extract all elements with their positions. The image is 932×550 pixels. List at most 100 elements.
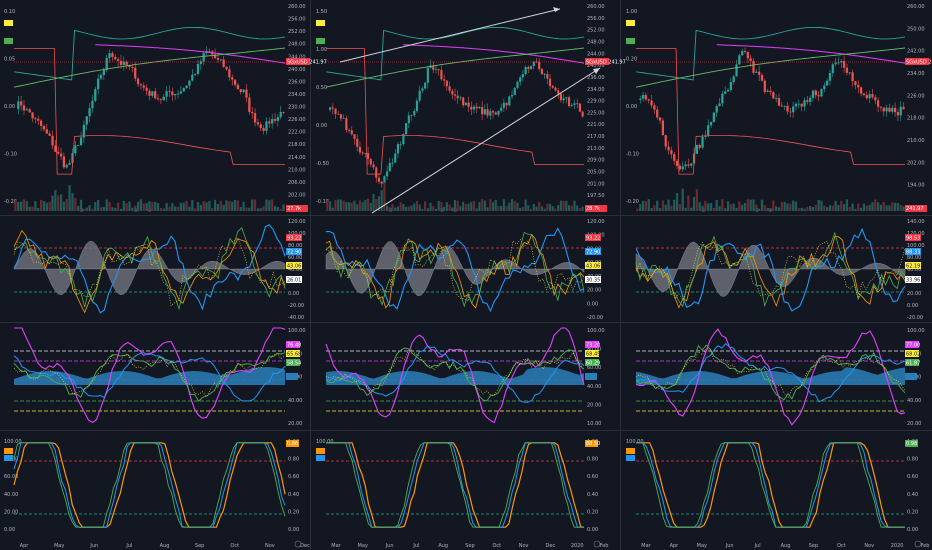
volume-bar — [114, 207, 117, 211]
candle-body — [899, 106, 902, 116]
osc3-value-label: 0.98 — [906, 441, 917, 447]
price-axis-label: 234.00 — [587, 87, 605, 93]
candle-body — [874, 97, 877, 101]
candle-body — [709, 121, 713, 126]
candle-body — [470, 106, 473, 110]
volume-bar — [122, 200, 125, 211]
indicator-tag — [4, 455, 13, 461]
volume-bar — [448, 204, 451, 211]
candle-body — [54, 145, 57, 152]
candle-body — [667, 146, 670, 151]
candle-body — [386, 171, 389, 177]
candle-body — [74, 145, 77, 154]
volume-bar — [548, 203, 552, 211]
candle-body — [208, 51, 211, 52]
candle-body — [661, 120, 665, 136]
osc1-axis-label: -20.00 — [587, 315, 603, 321]
candle-body — [876, 100, 880, 107]
indicator-tag — [4, 448, 13, 454]
candle-body — [735, 64, 738, 77]
volume-bar — [248, 207, 251, 211]
time-axis-label: Oct — [837, 543, 846, 549]
volume-bar — [876, 202, 880, 211]
volume-bar — [647, 199, 650, 211]
volume-bar — [513, 200, 516, 211]
volume-bar — [521, 206, 524, 211]
candle-body — [707, 125, 710, 136]
candle-body — [337, 113, 340, 115]
osc3-right-axis-label: 0.60 — [587, 474, 598, 480]
volume-bar — [712, 207, 715, 211]
volume-bar — [142, 203, 145, 211]
volume-bar — [792, 200, 795, 211]
osc3-right-axis-label: 0.60 — [288, 474, 299, 480]
candle-body — [199, 61, 202, 65]
candle-body — [811, 90, 815, 98]
candle-body — [28, 109, 31, 113]
candle-body — [712, 112, 715, 122]
volume-bar — [148, 201, 151, 211]
price-axis-label: 218.00 — [907, 116, 925, 122]
candle-body — [879, 106, 883, 108]
chart-column-middle[interactable]: 1.50 1.00 0.50 0.00 -0.50 -0.10 260.00 256.00 25… — [316, 4, 626, 549]
price-axis-label: 217.00 — [587, 134, 605, 140]
volume-bar — [783, 201, 786, 211]
price-axis-label: 234.00 — [907, 71, 925, 77]
candle-body — [783, 105, 786, 107]
candle-body — [494, 112, 497, 115]
volume-bar — [519, 208, 522, 211]
settings-icon — [914, 540, 922, 548]
osc3-axis-label: 40.00 — [4, 492, 18, 498]
volume-bar — [456, 200, 459, 211]
price-tag — [585, 58, 609, 65]
osc1-axis-label: 60.00 — [288, 255, 302, 261]
candle-body — [174, 94, 177, 96]
candle-body — [213, 54, 217, 59]
candle-body — [369, 158, 372, 165]
volume-bar — [871, 202, 874, 211]
volume-bar — [684, 207, 687, 211]
candle-body — [513, 87, 516, 96]
candle-body — [236, 84, 240, 90]
candle-body — [885, 107, 888, 112]
price-tag-label: SGxUSD 241.97 — [586, 60, 626, 66]
candle-body — [743, 50, 747, 52]
volume-bar — [486, 207, 489, 211]
candle-body — [752, 60, 755, 73]
candle-body — [508, 96, 511, 106]
moving-average-line — [95, 44, 286, 64]
volume-tag-label: 241.97 — [906, 206, 924, 212]
volume-bar — [329, 201, 332, 211]
candle-body — [845, 67, 849, 73]
volume-bar — [350, 202, 353, 211]
volume-bar — [396, 206, 400, 211]
oscillator-dots — [13, 237, 286, 307]
osc2-axis-label: 40.00 — [907, 398, 921, 404]
price-axis-label: 209.00 — [587, 158, 605, 164]
chart-column-left[interactable]: 0.10 0.05 0.00 -0.10 -0.20 260.00 256.00 252.00… — [4, 4, 327, 549]
osc2-value-tag — [286, 341, 300, 348]
event-marker — [147, 208, 152, 212]
osc1-value-tag — [905, 248, 921, 255]
candle-body — [568, 97, 571, 106]
chart-column-right[interactable]: 1.00 0.20 0.00 -0.10 -0.20 260.00 250.00 242.00… — [626, 4, 932, 549]
candle-body — [273, 119, 277, 121]
time-axis-label: May — [697, 543, 707, 549]
volume-bar — [464, 204, 467, 211]
candle-body — [372, 164, 375, 168]
volume-bar — [834, 200, 837, 211]
price-axis-label: 256.00 — [587, 16, 605, 22]
volume-bar — [77, 205, 80, 211]
candle-body — [475, 106, 478, 109]
volume-bar — [656, 200, 659, 211]
volume-bar — [256, 208, 260, 211]
candle-body — [128, 65, 131, 67]
osc3-right-axis-label: 0.20 — [587, 509, 598, 515]
volume-bar — [65, 198, 68, 211]
osc3-value-tag — [585, 440, 598, 447]
time-axis-label: 2020 — [891, 543, 904, 549]
volume-bar — [568, 205, 571, 211]
candle-body — [116, 59, 120, 61]
volume-bar — [800, 207, 803, 211]
